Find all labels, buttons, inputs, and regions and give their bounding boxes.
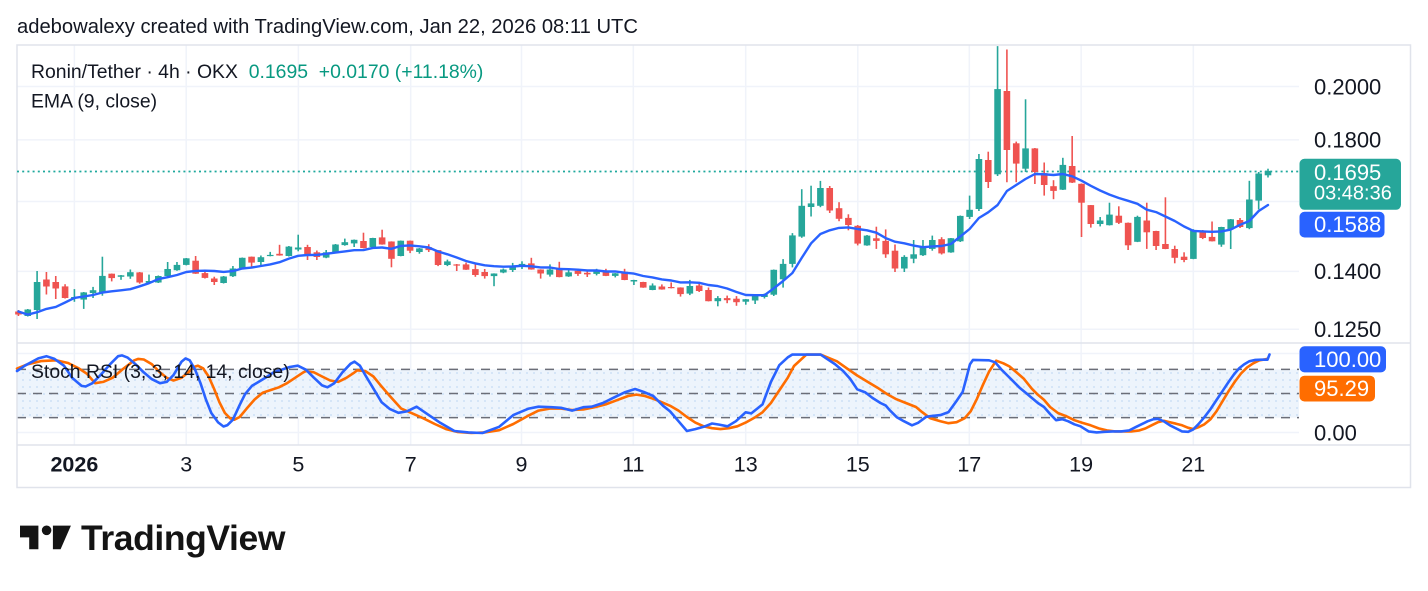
svg-text:19: 19 <box>1069 453 1093 477</box>
svg-text:13: 13 <box>734 453 758 477</box>
svg-text:9: 9 <box>516 453 528 477</box>
svg-text:0.1250: 0.1250 <box>1314 317 1381 342</box>
svg-text:Ronin/Tether · 4h · OKX 0.169: Ronin/Tether · 4h · OKX 0.1695 +0.0170 (… <box>31 61 483 83</box>
svg-text:21: 21 <box>1181 453 1205 477</box>
svg-text:7: 7 <box>405 453 417 477</box>
svg-text:Stoch RSI (3, 3, 14, 14, close: Stoch RSI (3, 3, 14, 14, close) <box>31 361 290 383</box>
svg-text:95.29: 95.29 <box>1314 376 1369 401</box>
svg-text:0.1400: 0.1400 <box>1314 259 1381 284</box>
svg-text:2026: 2026 <box>50 453 98 477</box>
svg-text:17: 17 <box>957 453 981 477</box>
svg-text:15: 15 <box>846 453 870 477</box>
svg-text:0.00: 0.00 <box>1314 421 1357 446</box>
svg-text:0.1800: 0.1800 <box>1314 128 1381 153</box>
svg-text:100.00: 100.00 <box>1314 347 1381 372</box>
svg-text:adebowalexy created with Tradi: adebowalexy created with TradingView.com… <box>17 16 638 38</box>
svg-text:TradingView: TradingView <box>81 518 286 558</box>
svg-text:EMA (9, close): EMA (9, close) <box>31 91 157 113</box>
svg-text:0.1695: 0.1695 <box>1314 160 1381 185</box>
svg-text:0.1588: 0.1588 <box>1314 212 1381 237</box>
svg-text:3: 3 <box>180 453 192 477</box>
svg-text:5: 5 <box>292 453 304 477</box>
svg-text:0.2000: 0.2000 <box>1314 74 1381 99</box>
svg-text:03:48:36: 03:48:36 <box>1314 183 1392 205</box>
svg-text:11: 11 <box>622 453 644 477</box>
